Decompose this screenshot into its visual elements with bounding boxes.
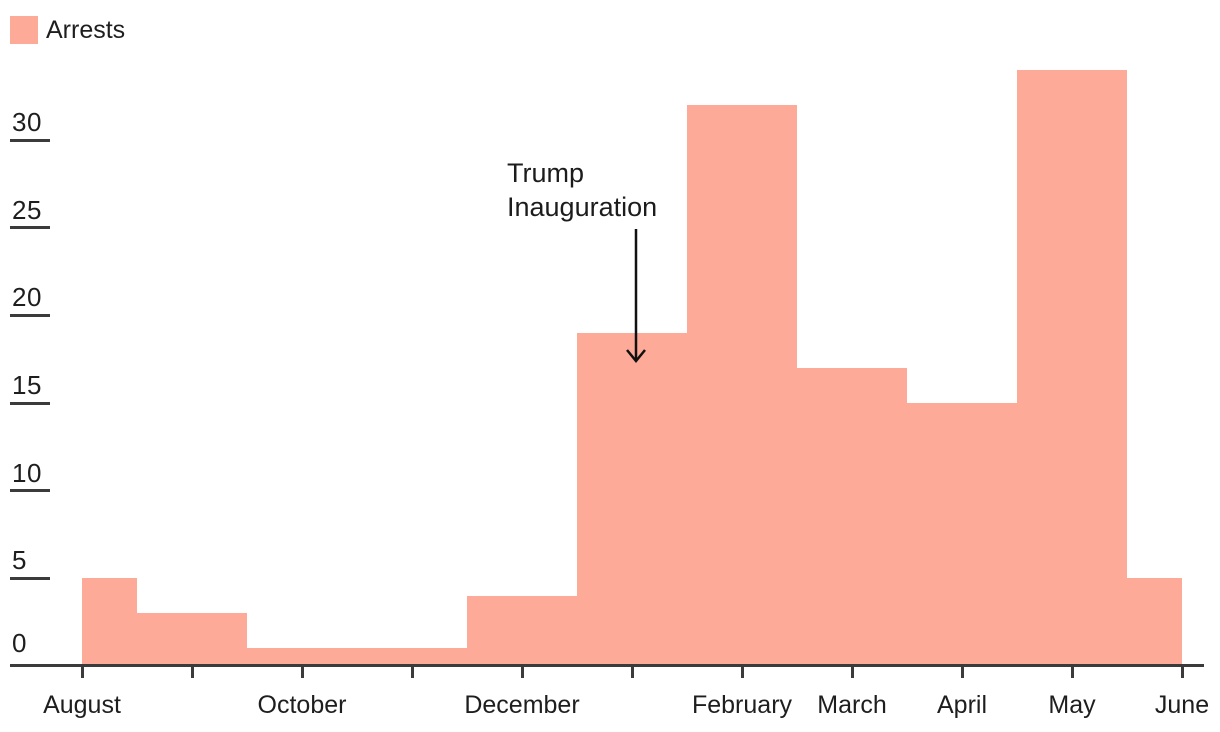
x-tick [1070, 666, 1074, 678]
y-tick-line [10, 226, 50, 230]
x-axis-label: December [464, 691, 580, 719]
x-tick [850, 666, 854, 678]
annotation-line-1: Trump [507, 158, 585, 188]
x-tick [80, 666, 84, 678]
y-tick-label: 15 [12, 370, 42, 401]
legend-label: Arrests [46, 16, 126, 44]
legend: Arrests [10, 16, 125, 44]
bar-segment [687, 105, 797, 666]
bar-segment [82, 578, 137, 666]
bar-segment [907, 403, 1017, 666]
x-tick [1180, 666, 1184, 678]
y-tick-label: 5 [12, 545, 27, 576]
x-axis-label: August [43, 691, 121, 719]
x-axis-label: May [1048, 691, 1096, 719]
annotation-text: Trump Inauguration [507, 156, 657, 224]
y-tick-label: 0 [12, 628, 27, 658]
bar-segment [467, 595, 577, 666]
x-axis-label: April [936, 691, 988, 719]
x-axis-label: March [817, 691, 887, 719]
x-tick [520, 666, 524, 678]
legend-swatch-icon [10, 16, 38, 44]
y-tick-line [10, 138, 50, 142]
bar-segment [247, 648, 467, 666]
x-axis-line [10, 664, 1204, 667]
x-tick [300, 666, 304, 678]
bar-segment [1127, 578, 1182, 666]
x-tick [630, 666, 634, 678]
x-tick [190, 666, 194, 678]
bar-segment [1017, 69, 1127, 666]
y-tick-label: 20 [12, 282, 42, 313]
x-tick [960, 666, 964, 678]
y-tick-line [10, 313, 50, 317]
y-tick-line [10, 401, 50, 405]
x-tick [740, 666, 744, 678]
bar-segment [137, 613, 247, 666]
y-tick-line [10, 489, 50, 493]
bar-segment [797, 367, 907, 666]
y-tick-line [10, 576, 50, 580]
y-tick-label: 25 [12, 194, 42, 225]
y-tick-label: 30 [12, 107, 42, 138]
bar-segment [577, 332, 687, 666]
x-axis-label: February [691, 691, 793, 719]
annotation-line-2: Inauguration [507, 192, 658, 222]
x-axis-label: June [1154, 691, 1210, 719]
y-tick-label: 10 [12, 457, 42, 488]
x-axis-label: October [257, 691, 347, 719]
x-tick [410, 666, 414, 678]
